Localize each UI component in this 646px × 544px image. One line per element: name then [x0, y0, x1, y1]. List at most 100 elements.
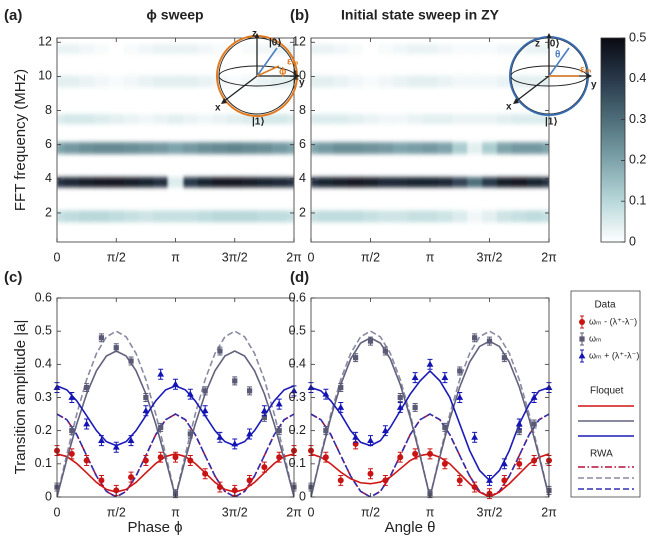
heatmap-cell [467, 142, 483, 155]
inset-label: |0⟩ [269, 38, 282, 49]
data-point [456, 477, 463, 484]
heatmap-cell [526, 113, 543, 125]
heatmap-cell [123, 113, 140, 125]
y-axis-label: FFT frequency (MHz) [12, 69, 29, 211]
heatmap-cell [422, 43, 439, 55]
heatmap-cell [407, 75, 424, 88]
heatmap-cell [212, 75, 228, 88]
heatmap-cell [94, 142, 110, 155]
heatmap-cell [363, 75, 379, 88]
heatmap-cell [212, 177, 228, 188]
heatmap-cell [197, 210, 214, 223]
heatmap-cell [348, 43, 364, 55]
inset-label: |1⟩ [252, 117, 265, 128]
heatmap-cell [64, 113, 80, 125]
heatmap-cell [212, 113, 228, 125]
heatmap-cell [197, 43, 214, 55]
data-point [322, 390, 330, 397]
panel-label: (d) [290, 269, 309, 286]
heatmap-cell [227, 75, 243, 88]
data-point [202, 388, 208, 394]
heatmap-cell [407, 177, 424, 188]
heatmap-cell [138, 43, 154, 55]
heatmap-cell [108, 142, 125, 155]
heatmap-cell [79, 210, 95, 223]
heatmap-cell [318, 75, 334, 88]
heatmap-cell [377, 210, 394, 223]
heatmap-cell [377, 43, 394, 55]
heatmap-bands [311, 43, 549, 223]
heatmap-cell [452, 75, 468, 88]
data-point [338, 384, 344, 391]
heatmap-cell [511, 75, 528, 88]
heatmap-cell [108, 177, 125, 188]
data-point [412, 404, 418, 411]
data-point [396, 403, 404, 410]
heatmap-cells [311, 38, 549, 242]
data-point [157, 370, 165, 377]
heatmap-cell [286, 113, 294, 125]
state-vector [256, 47, 278, 77]
heatmap-cell [212, 142, 228, 155]
heatmap-cell [197, 177, 214, 188]
panel-title: Initial state sweep in ZY [341, 7, 500, 23]
y-tick-label: 2 [45, 205, 52, 219]
fit-curve [311, 413, 549, 497]
data-point [275, 400, 283, 407]
heatmap-cell [452, 210, 468, 223]
heatmap-cell [182, 177, 199, 188]
heatmap-cell [57, 43, 66, 55]
heatmap-cell [363, 177, 379, 188]
heatmap-cell [108, 210, 125, 223]
heatmap-cell [311, 43, 320, 55]
heatmap-cell [242, 43, 258, 55]
data-point [530, 393, 538, 400]
legend-marker [579, 319, 585, 325]
heatmap-cell [541, 142, 549, 155]
data-point [201, 407, 209, 414]
y-tick-label: 12 [38, 35, 52, 49]
data-point [367, 470, 374, 477]
heatmap-cell [333, 75, 349, 88]
heatmap-cell [363, 210, 379, 223]
heatmap-cell [153, 142, 169, 155]
arrow-y [295, 73, 300, 79]
heatmap-cell [377, 177, 394, 188]
colorbar-tick-label: 0.1 [629, 193, 646, 207]
heatmap-cell [197, 142, 214, 155]
heatmap-cells [57, 38, 294, 242]
arrow-x [221, 98, 227, 104]
heatmap-cell [94, 113, 110, 125]
data-point [172, 380, 179, 387]
heatmap-cell [437, 177, 453, 188]
heatmap-cell [333, 210, 349, 223]
heatmap-cell [153, 113, 169, 125]
heatmap-cell [227, 113, 243, 125]
data-point [322, 454, 329, 461]
heatmap-cell [286, 43, 294, 55]
heatmap-cell [333, 177, 349, 188]
axis-x [222, 75, 258, 103]
heatmap-cell [79, 177, 95, 188]
legend-group-title: Floquet [590, 386, 624, 397]
y-tick-label: 6 [45, 137, 52, 151]
heatmap-cell [348, 142, 364, 155]
data-point [128, 358, 134, 364]
heatmap-cell [271, 43, 288, 55]
x-tick-label: 0 [308, 250, 315, 264]
heatmap-cell [123, 142, 140, 155]
heatmap-cell [286, 75, 294, 88]
heatmap-cell [271, 113, 288, 125]
y-tick-label: 0.2 [35, 423, 52, 437]
heatmap-cell [197, 75, 214, 88]
heatmap-cell [182, 142, 199, 155]
data-point [412, 450, 419, 457]
y-tick-label: 10 [38, 69, 52, 83]
heatmap-cell [407, 43, 424, 55]
heatmap-cell [482, 43, 498, 55]
heatmap-cell [452, 43, 468, 55]
colorbar-tick-label: 0.3 [629, 112, 646, 126]
y-axis-label: Transition amplitude |a| [12, 320, 29, 475]
heatmap-cell [168, 43, 184, 55]
